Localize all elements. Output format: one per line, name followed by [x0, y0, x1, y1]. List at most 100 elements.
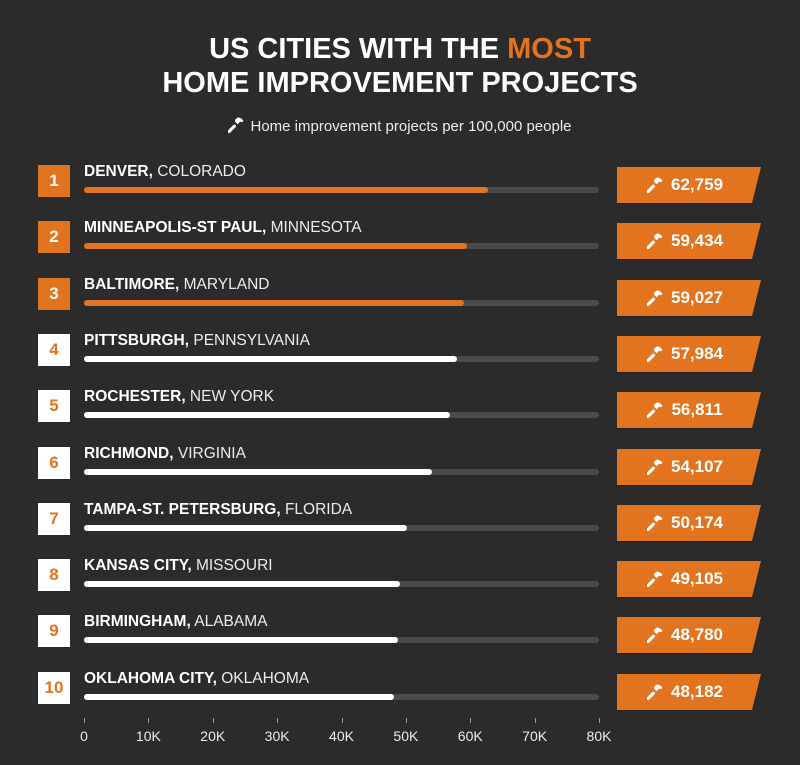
- city-label: ROCHESTER, NEW YORK: [84, 387, 274, 407]
- city-label: KANSAS CITY, MISSOURI: [84, 556, 273, 576]
- rank-badge: 6: [38, 446, 70, 479]
- bar-row-8: 8 KANSAS CITY, MISSOURI 49,105: [0, 556, 800, 609]
- bar-fill: [84, 581, 400, 588]
- city-name: OKLAHOMA CITY,: [84, 669, 217, 687]
- value-text: 56,811: [671, 400, 723, 420]
- bar-row-2: 2 MINNEAPOLIS-ST PAUL, MINNESOTA 59,434: [0, 218, 800, 271]
- bar-row-7: 7 TAMPA-ST. PETERSBURG, FLORIDA 50,174: [0, 500, 800, 553]
- value-badge: 56,811: [617, 392, 761, 430]
- value-badge: 57,984: [617, 335, 761, 373]
- value-text: 59,434: [671, 231, 723, 251]
- bar-track: [84, 468, 599, 475]
- value-badge: 54,107: [617, 448, 761, 486]
- rank-badge: 10: [38, 671, 70, 704]
- bar-row-1: 1 DENVER, COLORADO 62,759: [0, 162, 800, 215]
- state-name: MARYLAND: [179, 275, 270, 293]
- bar-track: [84, 243, 599, 250]
- hammer-icon: [647, 627, 663, 644]
- city-name: BALTIMORE,: [84, 275, 180, 293]
- city-label: BALTIMORE, MARYLAND: [84, 275, 269, 295]
- state-name: FLORIDA: [280, 500, 353, 518]
- value-text: 59,027: [671, 287, 723, 307]
- title-line-1: US CITIES WITH THE MOST: [209, 33, 591, 65]
- rank-badge: 4: [38, 333, 70, 366]
- value-badge: 59,027: [617, 279, 761, 317]
- rank-badge: 8: [38, 559, 70, 592]
- value-text: 50,174: [671, 512, 723, 532]
- axis-tick-label: 40K: [329, 728, 354, 744]
- city-name: PITTSBURGH,: [84, 331, 190, 349]
- value-text: 49,105: [671, 569, 723, 589]
- state-name: PENNSYLVANIA: [189, 331, 310, 349]
- value-badge: 48,780: [617, 617, 761, 655]
- bar-track: [84, 524, 599, 531]
- bar-fill: [84, 187, 488, 193]
- bar-row-9: 9 BIRMINGHAM, ALABAMA 48,780: [0, 612, 800, 665]
- bar-fill: [84, 299, 464, 306]
- bar-fill: [84, 355, 457, 362]
- rank-badge: 2: [38, 221, 70, 254]
- badge-shape: [617, 504, 761, 542]
- rank-badge: 5: [38, 390, 70, 423]
- state-name: VIRGINIA: [173, 444, 246, 462]
- bar-track: [84, 355, 599, 362]
- bar-row-10: 10 OKLAHOMA CITY, OKLAHOMA 48,182: [0, 669, 800, 722]
- value-badge: 49,105: [617, 561, 761, 599]
- city-name: KANSAS CITY,: [84, 557, 192, 575]
- state-name: OKLAHOMA: [216, 669, 310, 687]
- bar-track: [84, 412, 599, 419]
- chart-subtitle: Home improvement projects per 100,000 pe…: [0, 117, 800, 137]
- badge-shape: [617, 561, 761, 599]
- hammer-icon: [647, 233, 663, 250]
- value-badge: 59,434: [617, 223, 761, 261]
- city-label: DENVER, COLORADO: [84, 162, 246, 182]
- axis-tick-label: 50K: [393, 728, 419, 744]
- state-name: MINNESOTA: [266, 219, 362, 237]
- value-text: 57,984: [671, 343, 723, 363]
- bar-fill: [84, 412, 450, 419]
- bar-track: [84, 581, 599, 588]
- state-name: NEW YORK: [185, 388, 275, 406]
- bar-row-4: 4 PITTSBURGH, PENNSYLVANIA 57,984: [0, 331, 800, 384]
- axis-tick-label: 10K: [135, 728, 161, 744]
- axis-tick-label: 80K: [586, 728, 612, 744]
- bar-track: [84, 187, 599, 193]
- axis-tick-label: 0: [80, 728, 88, 744]
- hammer-icon: [228, 117, 244, 133]
- bar-fill: [84, 468, 432, 475]
- city-name: TAMPA-ST. PETERSBURG,: [84, 500, 281, 518]
- hammer-icon: [647, 346, 663, 362]
- bar-track: [84, 637, 599, 644]
- city-label: MINNEAPOLIS-ST PAUL, MINNESOTA: [84, 218, 362, 238]
- city-label: PITTSBURGH, PENNSYLVANIA: [84, 331, 310, 351]
- bar-fill: [84, 693, 394, 700]
- axis-tick: [470, 718, 472, 723]
- city-name: DENVER,: [84, 163, 153, 180]
- badge-shape: [617, 392, 761, 430]
- bar-row-6: 6 RICHMOND, VIRGINIA 54,107: [0, 444, 800, 497]
- hammer-icon: [647, 458, 663, 475]
- value-text: 48,780: [671, 625, 723, 645]
- state-name: MISSOURI: [191, 557, 273, 575]
- bar-fill: [84, 243, 467, 250]
- city-label: BIRMINGHAM, ALABAMA: [84, 612, 267, 632]
- bar-track: [84, 299, 599, 306]
- city-name: ROCHESTER,: [84, 388, 186, 406]
- rank-badge: 1: [38, 165, 70, 197]
- value-badge: 48,182: [617, 673, 761, 711]
- bar-track: [84, 693, 599, 700]
- axis-tick: [534, 718, 536, 723]
- city-name: BIRMINGHAM,: [84, 613, 191, 631]
- axis-tick-label: 30K: [264, 728, 290, 744]
- city-label: OKLAHOMA CITY, OKLAHOMA: [84, 669, 309, 689]
- badge-shape: [617, 335, 761, 373]
- axis-tick: [405, 718, 407, 723]
- hammer-icon: [647, 515, 663, 531]
- city-name: MINNEAPOLIS-ST PAUL,: [84, 219, 267, 237]
- value-text: 62,759: [671, 175, 723, 194]
- rank-badge: 9: [38, 615, 70, 648]
- city-name: RICHMOND,: [84, 444, 174, 462]
- state-name: COLORADO: [152, 163, 246, 180]
- axis-tick: [148, 718, 150, 723]
- value-badge: 62,759: [617, 167, 761, 204]
